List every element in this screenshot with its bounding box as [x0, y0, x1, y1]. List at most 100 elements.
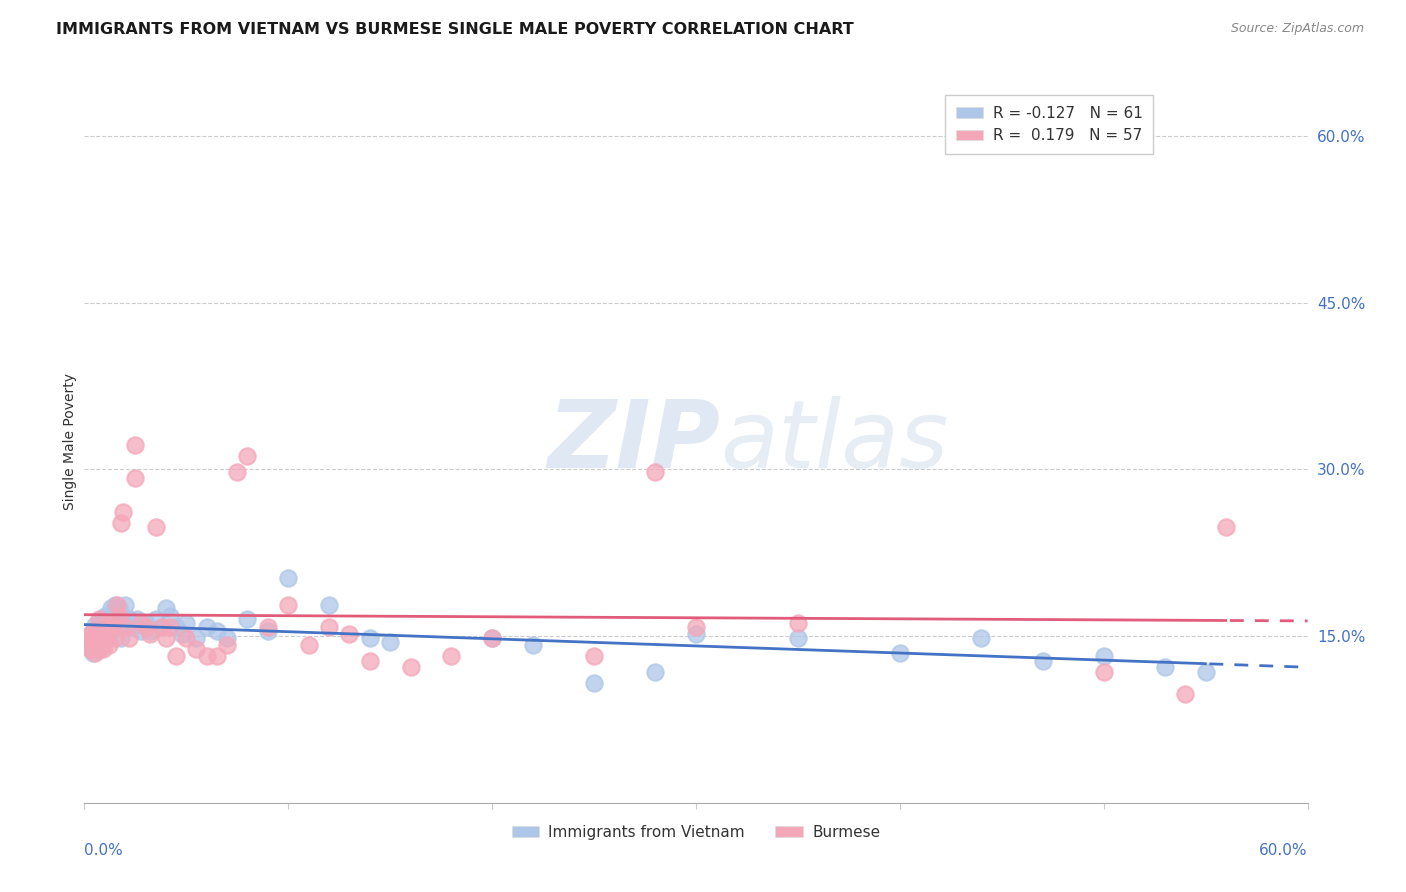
Point	[155, 601, 177, 615]
Point	[79, 640, 101, 655]
Point	[159, 609, 181, 624]
Point	[1174, 687, 1197, 701]
Point	[124, 471, 146, 485]
Point	[150, 620, 173, 634]
Point	[100, 601, 122, 615]
Point	[195, 620, 218, 634]
Point	[195, 649, 218, 664]
Point	[79, 642, 101, 657]
Point	[91, 642, 114, 657]
Point	[127, 612, 149, 626]
Point	[108, 601, 131, 615]
Point	[1092, 665, 1115, 679]
Text: IMMIGRANTS FROM VIETNAM VS BURMESE SINGLE MALE POVERTY CORRELATION CHART: IMMIGRANTS FROM VIETNAM VS BURMESE SINGL…	[56, 22, 853, 37]
Point	[380, 634, 402, 648]
Point	[82, 624, 104, 638]
Point	[105, 598, 128, 612]
Point	[93, 629, 115, 643]
Point	[112, 615, 135, 630]
Point	[685, 627, 707, 641]
Point	[77, 632, 100, 646]
Point	[1215, 520, 1237, 534]
Point	[236, 449, 259, 463]
Point	[172, 627, 194, 641]
Point	[359, 653, 381, 667]
Y-axis label: Single Male Poverty: Single Male Poverty	[63, 373, 77, 510]
Point	[131, 615, 153, 630]
Point	[110, 516, 132, 530]
Legend: Immigrants from Vietnam, Burmese: Immigrants from Vietnam, Burmese	[506, 819, 886, 846]
Point	[110, 632, 132, 646]
Point	[112, 505, 135, 519]
Point	[79, 627, 101, 641]
Point	[159, 620, 181, 634]
Text: atlas: atlas	[720, 396, 949, 487]
Point	[87, 642, 110, 657]
Point	[145, 612, 167, 626]
Point	[97, 615, 120, 630]
Point	[90, 627, 112, 641]
Point	[135, 620, 157, 634]
Point	[787, 615, 810, 630]
Point	[138, 624, 160, 638]
Point	[101, 620, 124, 634]
Text: 60.0%: 60.0%	[1260, 843, 1308, 857]
Point	[481, 632, 503, 646]
Point	[318, 620, 340, 634]
Point	[101, 609, 124, 624]
Point	[787, 632, 810, 646]
Point	[87, 642, 110, 657]
Point	[1032, 653, 1054, 667]
Point	[77, 634, 100, 648]
Point	[165, 620, 187, 634]
Point	[86, 632, 108, 646]
Point	[236, 612, 259, 626]
Point	[90, 624, 112, 638]
Point	[644, 465, 666, 479]
Point	[1195, 665, 1218, 679]
Point	[205, 649, 228, 664]
Point	[145, 520, 167, 534]
Point	[257, 624, 280, 638]
Point	[100, 615, 122, 630]
Point	[583, 649, 606, 664]
Point	[685, 620, 707, 634]
Point	[440, 649, 463, 664]
Point	[90, 638, 112, 652]
Point	[226, 465, 249, 479]
Point	[174, 615, 197, 630]
Point	[359, 632, 381, 646]
Point	[399, 660, 422, 674]
Point	[257, 620, 280, 634]
Point	[583, 675, 606, 690]
Point	[298, 638, 321, 652]
Point	[108, 609, 131, 624]
Point	[97, 638, 120, 652]
Point	[96, 620, 118, 634]
Point	[122, 620, 145, 634]
Point	[277, 571, 299, 585]
Point	[86, 634, 108, 648]
Point	[83, 618, 105, 632]
Point	[644, 665, 666, 679]
Point	[100, 624, 122, 638]
Point	[318, 598, 340, 612]
Point	[165, 649, 187, 664]
Point	[93, 609, 115, 624]
Point	[339, 627, 361, 641]
Point	[96, 632, 118, 646]
Point	[150, 620, 173, 634]
Point	[90, 632, 112, 646]
Point	[114, 620, 136, 634]
Point	[91, 612, 114, 626]
Point	[79, 629, 101, 643]
Point	[889, 646, 911, 660]
Point	[124, 438, 146, 452]
Point	[87, 615, 110, 630]
Point	[105, 612, 128, 626]
Point	[217, 638, 239, 652]
Point	[82, 646, 104, 660]
Point	[970, 632, 993, 646]
Point	[118, 632, 141, 646]
Point	[87, 612, 110, 626]
